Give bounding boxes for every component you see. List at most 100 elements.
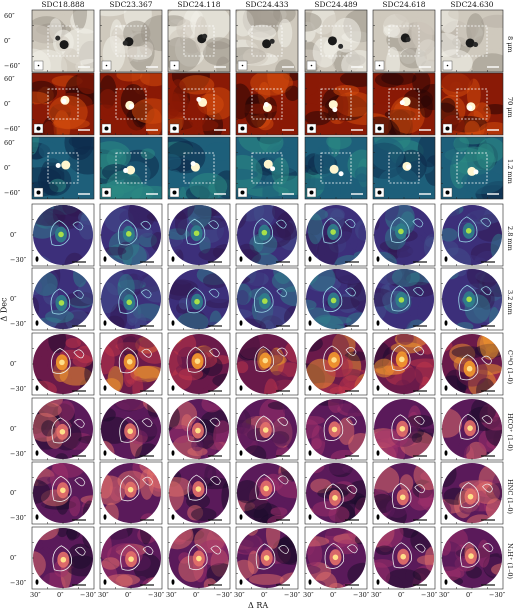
image-panel — [167, 203, 231, 267]
image-panel — [372, 461, 436, 525]
x-tick-label: 0″ — [193, 591, 200, 599]
x-tick-label: 0″ — [125, 591, 132, 599]
x-tick-label: −30″ — [80, 591, 97, 599]
image-panel — [99, 526, 163, 590]
image-panel — [304, 9, 368, 73]
y-tick-label: −30″ — [10, 385, 27, 393]
image-panel — [235, 526, 299, 590]
image-panel — [440, 526, 504, 590]
image-panel — [167, 136, 231, 200]
y-tick-label: 60″ — [4, 75, 15, 83]
image-panel — [235, 332, 299, 396]
image-panel — [99, 203, 163, 267]
image-panel — [235, 9, 299, 73]
y-tick-label: 0″ — [10, 360, 17, 368]
image-panel — [304, 136, 368, 200]
row-label: 70 μm — [506, 96, 514, 118]
image-panel — [31, 332, 95, 396]
column-title: SDC23.367 — [109, 0, 153, 9]
image-panel — [99, 461, 163, 525]
image-panel — [31, 72, 95, 136]
x-axis-label: Δ RA — [248, 601, 269, 610]
image-panel — [31, 397, 95, 461]
image-panel — [167, 267, 231, 331]
image-panel — [440, 267, 504, 331]
image-panel — [167, 332, 231, 396]
x-tick-label: −30″ — [353, 591, 370, 599]
y-tick-label: 0″ — [4, 100, 11, 108]
y-tick-label: −60″ — [4, 62, 21, 70]
image-panel — [304, 397, 368, 461]
image-panel — [167, 397, 231, 461]
x-tick-label: 30″ — [303, 591, 314, 599]
y-tick-label: 60″ — [4, 139, 15, 147]
row-label: N₂H⁺ (1–0) — [506, 542, 514, 580]
image-panel — [99, 397, 163, 461]
image-panel — [304, 332, 368, 396]
image-panel — [167, 9, 231, 73]
row-label: 8 μm — [506, 35, 514, 53]
image-panel — [31, 203, 95, 267]
image-panel — [31, 526, 95, 590]
image-panel — [304, 526, 368, 590]
x-tick-label: 30″ — [439, 591, 450, 599]
row-label: 2.8 mm — [506, 225, 514, 251]
x-tick-label: 0″ — [330, 591, 337, 599]
x-tick-label: −30″ — [421, 591, 438, 599]
x-tick-label: 30″ — [98, 591, 109, 599]
image-panel — [440, 332, 504, 396]
x-tick-label: 30″ — [30, 591, 41, 599]
image-panel — [31, 9, 95, 73]
x-tick-label: 30″ — [371, 591, 382, 599]
row-label: HCO⁺ (1–0) — [506, 412, 514, 452]
image-panel — [167, 461, 231, 525]
x-tick-label: −30″ — [148, 591, 165, 599]
image-panel — [372, 267, 436, 331]
column-title: SDC24.630 — [450, 0, 494, 9]
column-title: SDC24.118 — [177, 0, 221, 9]
image-panel — [440, 72, 504, 136]
y-tick-label: −30″ — [10, 579, 27, 587]
y-tick-label: −30″ — [10, 320, 27, 328]
x-tick-label: −30″ — [216, 591, 233, 599]
x-tick-label: 30″ — [234, 591, 245, 599]
x-tick-label: 0″ — [261, 591, 268, 599]
column-title: SDC24.489 — [314, 0, 358, 9]
image-panel — [372, 526, 436, 590]
y-tick-label: −30″ — [10, 256, 27, 264]
x-tick-label: 0″ — [398, 591, 405, 599]
x-tick-label: 30″ — [166, 591, 177, 599]
image-panel — [235, 267, 299, 331]
image-panel — [167, 526, 231, 590]
image-panel — [235, 72, 299, 136]
image-panel — [99, 332, 163, 396]
image-panel — [372, 332, 436, 396]
image-panel — [235, 136, 299, 200]
x-tick-label: 0″ — [466, 591, 473, 599]
y-tick-label: 60″ — [4, 12, 15, 20]
y-tick-label: 0″ — [10, 295, 17, 303]
image-panel — [31, 136, 95, 200]
image-panel — [167, 72, 231, 136]
image-panel — [31, 461, 95, 525]
image-panel — [31, 267, 95, 331]
image-panel — [99, 72, 163, 136]
row-label: 3.2 mm — [506, 289, 514, 315]
y-tick-label: 0″ — [10, 425, 17, 433]
image-panel — [372, 9, 436, 73]
image-panel — [304, 461, 368, 525]
column-title: SDC24.618 — [382, 0, 426, 9]
image-panel — [235, 461, 299, 525]
image-panel — [99, 9, 163, 73]
image-panel — [372, 72, 436, 136]
y-tick-label: −60″ — [4, 125, 21, 133]
x-tick-label: −30″ — [284, 591, 301, 599]
row-label: C¹⁸O (1–0) — [506, 349, 514, 385]
y-tick-label: −30″ — [10, 450, 27, 458]
image-panel — [440, 461, 504, 525]
image-panel — [99, 267, 163, 331]
image-panel — [440, 9, 504, 73]
image-panel — [235, 397, 299, 461]
image-panel — [440, 397, 504, 461]
